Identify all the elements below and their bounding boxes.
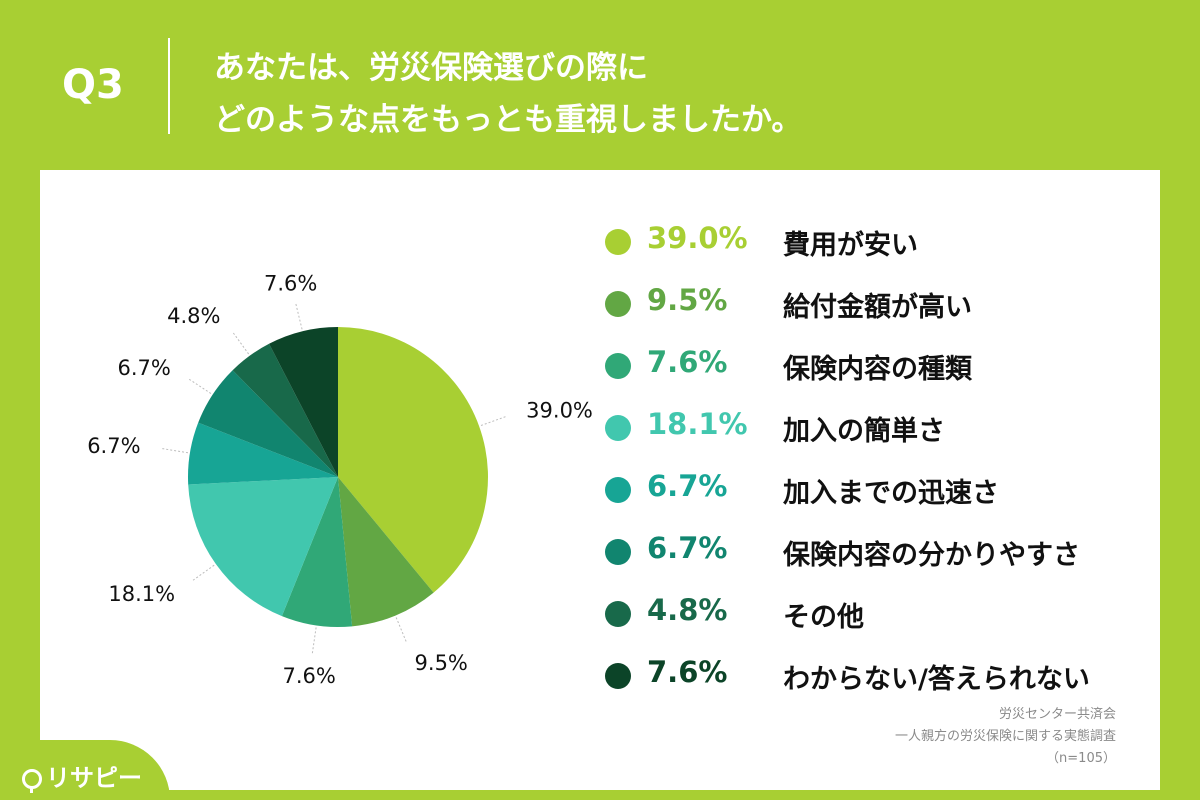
slice-label-1: 39.0% [526, 398, 593, 422]
leader-line-3 [311, 627, 317, 656]
legend-label-2: 給付金額が高い [783, 292, 972, 323]
legend-swatch-6 [605, 539, 631, 565]
leader-line-8 [294, 301, 303, 330]
legend-item-8: 7.6% わからない/答えられない [605, 649, 1165, 711]
slice-label-4: 18.1% [108, 582, 175, 606]
legend-percent-7: 4.8% [647, 593, 728, 627]
legend-percent-4: 18.1% [647, 407, 748, 441]
leader-line-4 [191, 564, 215, 582]
legend-swatch-8 [605, 663, 631, 689]
legend-item-5: 6.7% 加入までの迅速さ [605, 463, 1165, 525]
legend-percent-3: 7.6% [647, 345, 728, 379]
leader-line-6 [187, 377, 212, 394]
pie-slice-1 [338, 327, 489, 593]
chart-card: 39.0% 9.5% 7.6% 18.1% 6.7% 6.7% 4.8% 7.6% 39.0%… [40, 170, 1160, 790]
source-line-2: 一人親方の労災保険に関する実態調査 [894, 729, 1116, 744]
source-line-3: （n=105） [1046, 751, 1116, 766]
legend-percent-2: 9.5% [647, 283, 728, 317]
pie-slice-8 [269, 327, 338, 477]
legend-percent-5: 6.7% [647, 469, 728, 503]
pie-slice-7 [232, 343, 338, 477]
source-line-1: 労災センター共済会 [998, 707, 1116, 722]
legend-swatch-4 [605, 415, 631, 441]
legend-label-4: 加入の簡単さ [783, 416, 945, 447]
pie-slice-2 [338, 477, 434, 627]
slice-label-7: 4.8% [167, 304, 220, 328]
legend-label-1: 費用が安い [783, 230, 918, 261]
legend-label-3: 保険内容の種類 [783, 354, 972, 385]
pie-slice-4 [188, 477, 338, 617]
leader-line-5 [160, 447, 189, 454]
legend-label-8: わからない/答えられない [783, 664, 1090, 695]
slice-label-2: 9.5% [415, 651, 468, 675]
slice-label-8: 7.6% [264, 272, 317, 296]
source-note: 労災センター共済会 一人親方の労災保険に関する実態調査 （n=105） [895, 704, 1116, 770]
legend-percent-8: 7.6% [647, 655, 728, 689]
legend-item-1: 39.0% 費用が安い [605, 215, 1165, 277]
slice-label-6: 6.7% [117, 356, 170, 380]
legend-swatch-3 [605, 353, 631, 379]
header-divider [168, 38, 170, 134]
logo-tab: リサピー [0, 740, 170, 800]
pie-chart: 39.0% 9.5% 7.6% 18.1% 6.7% 6.7% 4.8% 7.6% [87, 272, 593, 688]
question-text-line-2: どのような点をもっとも重視しましたか。 [214, 102, 803, 138]
legend-swatch-7 [605, 601, 631, 627]
question-text-line-1: あなたは、労災保険選びの際に [214, 50, 648, 86]
pin-icon [22, 769, 42, 793]
brand-logo-text: リサピー [46, 764, 142, 792]
brand-logo: リサピー [22, 758, 142, 793]
legend-percent-1: 39.0% [647, 221, 748, 255]
legend-label-5: 加入までの迅速さ [783, 478, 999, 509]
leader-line-7 [231, 331, 250, 355]
slice-label-5: 6.7% [87, 434, 140, 458]
leader-line-2 [395, 617, 408, 644]
legend-item-6: 6.7% 保険内容の分かりやすさ [605, 525, 1165, 587]
legend-item-7: 4.8% その他 [605, 587, 1165, 649]
legend-swatch-1 [605, 229, 631, 255]
legend-label-7: その他 [783, 602, 864, 633]
slice-label-3: 7.6% [283, 664, 336, 688]
legend-percent-6: 6.7% [647, 531, 728, 565]
legend-item-2: 9.5% 給付金額が高い [605, 277, 1165, 339]
legend-item-3: 7.6% 保険内容の種類 [605, 339, 1165, 401]
legend-item-4: 18.1% 加入の簡単さ [605, 401, 1165, 463]
pie-slice-5 [188, 422, 338, 485]
leader-line-1 [480, 415, 508, 426]
chart-legend: 39.0% 費用が安い 9.5% 給付金額が高い 7.6% 保険内容の種類 18.1% 加入の… [605, 215, 1165, 711]
legend-swatch-5 [605, 477, 631, 503]
pie-slice-3 [281, 477, 353, 627]
header: Q3 あなたは、労災保険選びの際に どのような点をもっとも重視しましたか。 [0, 0, 1200, 170]
question-number: Q3 [62, 62, 124, 108]
legend-swatch-2 [605, 291, 631, 317]
legend-label-6: 保険内容の分かりやすさ [783, 540, 1080, 571]
pie-slice-6 [198, 370, 338, 477]
